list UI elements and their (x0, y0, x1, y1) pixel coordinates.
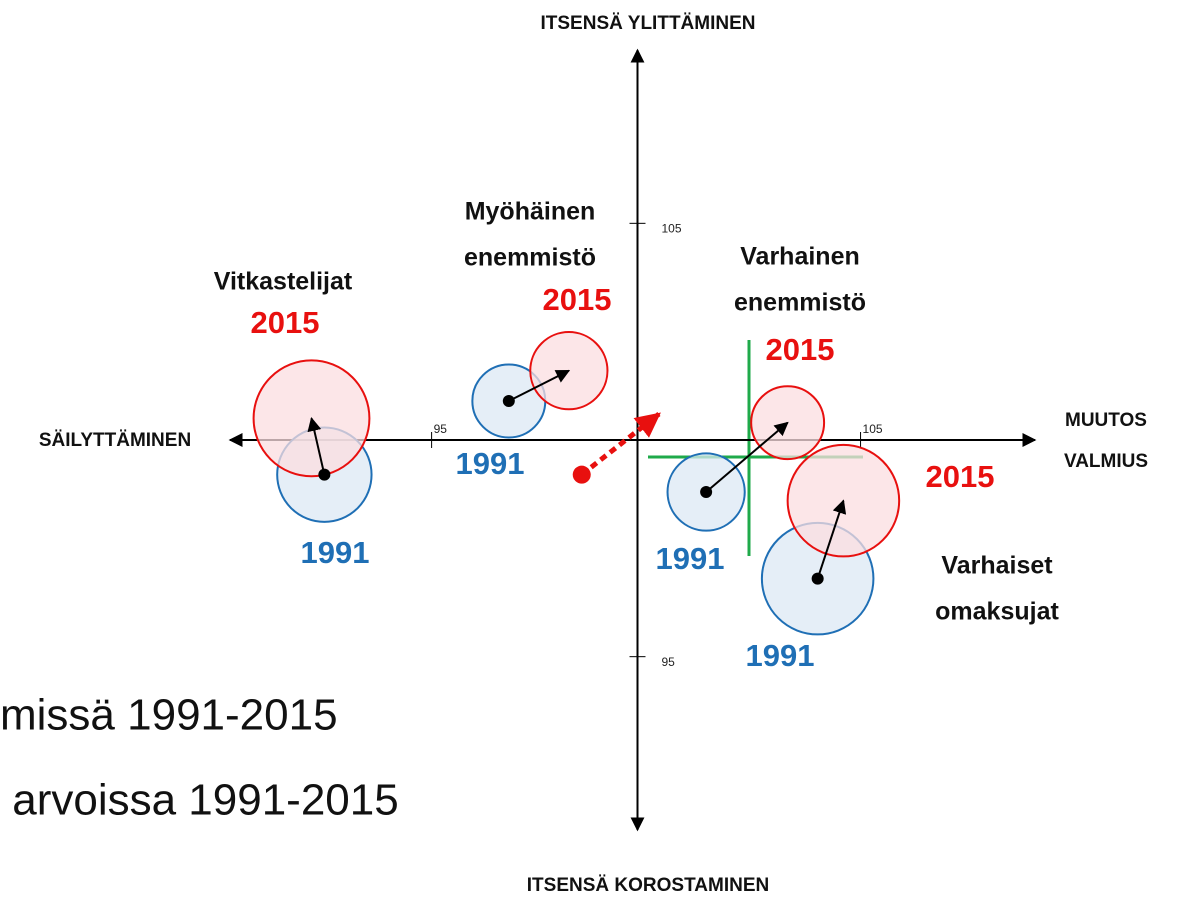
group-label: Vitkastelijat (214, 268, 353, 296)
year-label: 2015 (543, 282, 612, 317)
bubble (750, 385, 826, 461)
year-label: 1991 (456, 446, 525, 481)
year-label: 2015 (251, 305, 320, 340)
group-label: Myöhäinen (465, 198, 596, 226)
axis-label-right: MUUTOS (1065, 410, 1147, 431)
year-label: 1991 (301, 535, 370, 570)
x-tick-label: 95 (434, 422, 448, 436)
group-label: omaksujat (935, 598, 1059, 626)
axis-label-right: VALMIUS (1064, 451, 1148, 472)
side-text: missä 1991-2015 (0, 691, 338, 740)
change-arrow (307, 416, 326, 475)
y-tick-label: 105 (662, 222, 682, 236)
year-label: 2015 (926, 459, 995, 494)
y-tick-label: 95 (662, 655, 676, 669)
side-text: arvoissa 1991-2015 (0, 776, 399, 825)
change-arrow (508, 369, 571, 402)
axis-label-left: SÄILYTTÄMINEN (39, 430, 191, 451)
year-label: 1991 (746, 638, 815, 673)
group-label: enemmistö (734, 289, 866, 317)
axis-label-bottom: ITSENSÄ KOROSTAMINEN (527, 875, 769, 896)
year-label: 1991 (656, 541, 725, 576)
group-label: Varhainen (740, 243, 860, 271)
year-label: 2015 (766, 332, 835, 367)
shift-arrow (580, 412, 661, 477)
group-label: enemmistö (464, 244, 596, 272)
change-arrow (705, 421, 789, 493)
group-label: Varhaiset (941, 552, 1053, 580)
x-tick-label: 105 (863, 422, 883, 436)
change-arrow (816, 499, 847, 579)
axis-label-top: ITSENSÄ YLITTÄMINEN (541, 13, 756, 34)
